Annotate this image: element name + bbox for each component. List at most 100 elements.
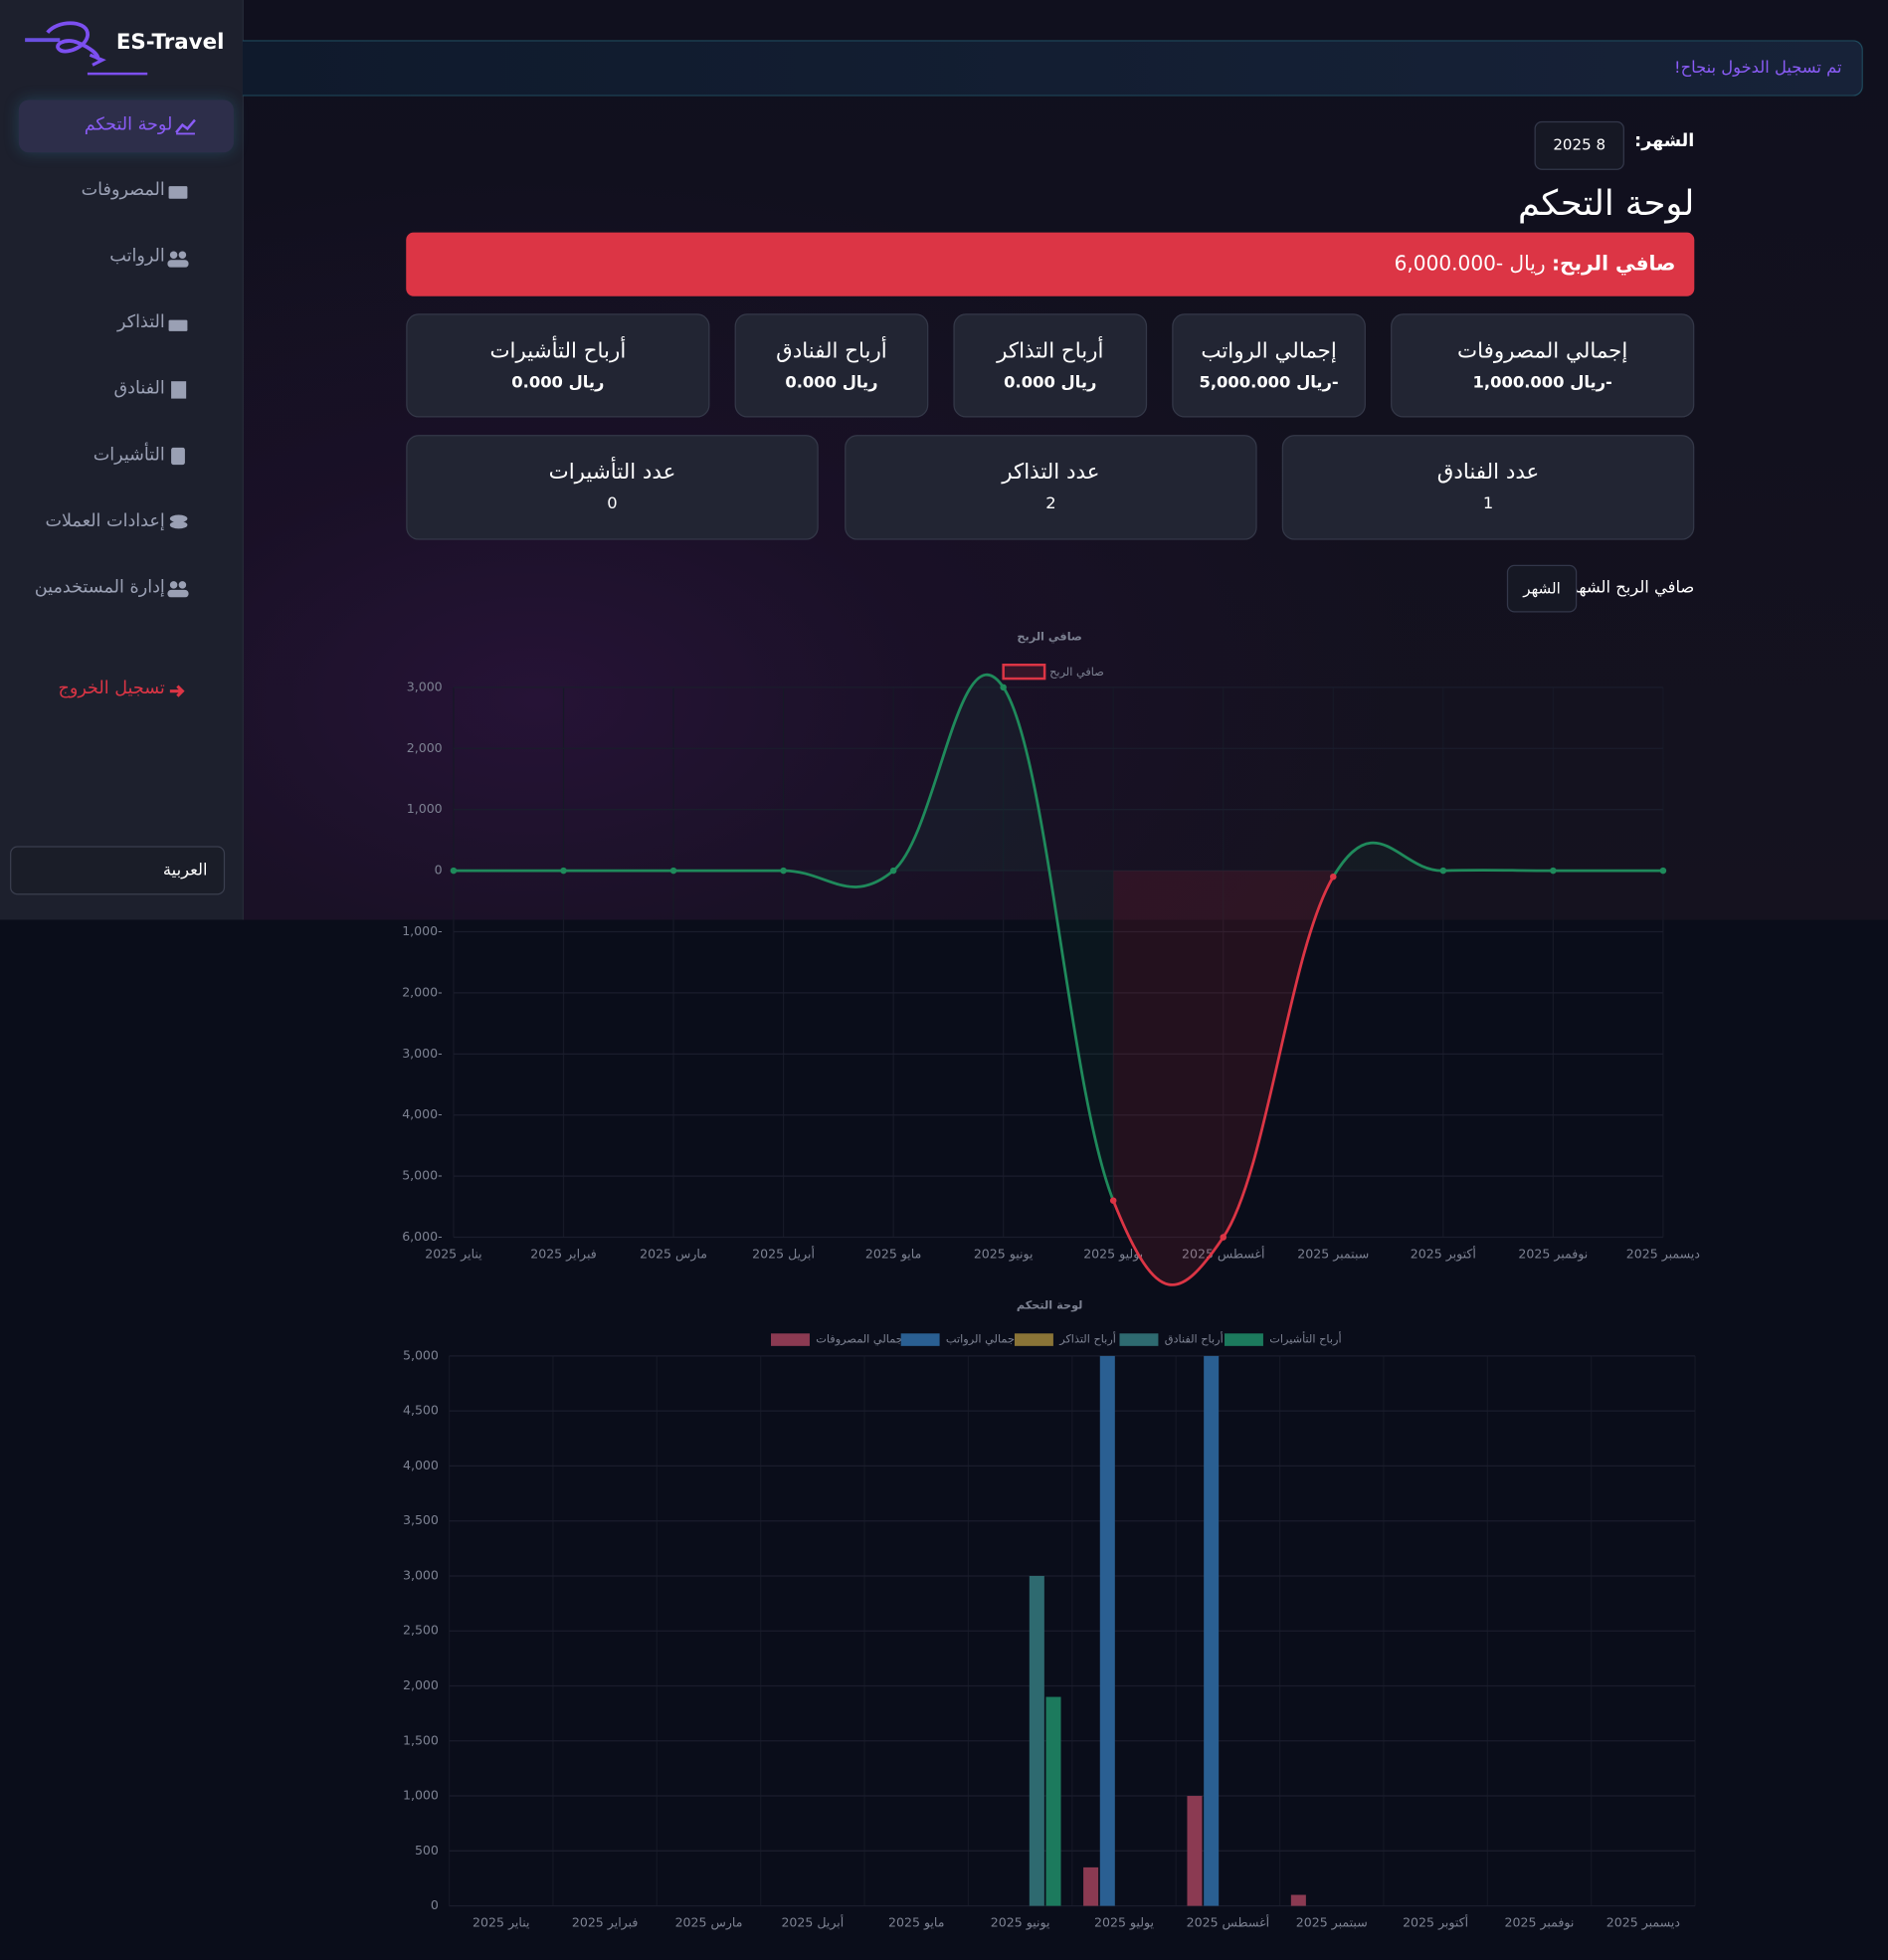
x-tick-label: أكتوبر 2025 <box>1403 1914 1468 1931</box>
language: العربية <box>162 861 208 881</box>
x-tick-label: ديسمبر 2025 <box>1626 1247 1700 1263</box>
legend-swatch <box>1014 1333 1053 1346</box>
chart-filter-label: صافي الربح الشهر: <box>1564 578 1695 598</box>
x-tick-label: أبريل 2025 <box>781 1914 844 1931</box>
card-value: -ريال 1,000.000 <box>1472 373 1612 393</box>
area <box>893 675 1004 872</box>
area <box>1003 686 1114 1201</box>
y-tick-label: 4,000- <box>402 1106 442 1121</box>
nav-item[interactable]: إعدادات العملات <box>45 510 165 531</box>
chart-filter-select[interactable]: الشهر <box>1506 564 1578 613</box>
y-tick-label: 5,000- <box>402 1168 442 1183</box>
count-card: عدد الفنادق 1 <box>1281 435 1695 540</box>
card-value: ريال 0.000 <box>785 373 878 393</box>
line <box>453 674 1663 1286</box>
nav-item[interactable]: إدارة المستخدمين <box>34 577 165 598</box>
summary-card: أرباح الفنادق ريال 0.000 <box>734 313 929 418</box>
y-tick-label: 1,500 <box>403 1732 439 1747</box>
point <box>889 867 897 875</box>
brand: ES-Travel <box>115 30 225 56</box>
x-tick-label: أكتوبر 2025 <box>1411 1246 1476 1263</box>
nav-item[interactable]: المصروفات <box>81 179 165 200</box>
card-value: 0 <box>607 494 618 514</box>
nav-icon <box>168 319 188 331</box>
heading: لوحة التحكم <box>1517 182 1695 224</box>
bar <box>1045 1696 1061 1906</box>
bar <box>1029 1575 1044 1906</box>
card-value: ريال 0.000 <box>511 373 605 393</box>
point <box>1439 867 1447 875</box>
x-tick-label: يونيو 2025 <box>974 1247 1034 1263</box>
y-tick-label: 3,000- <box>402 1046 442 1061</box>
point <box>780 867 787 875</box>
x-tick-label: مايو 2025 <box>865 1247 921 1263</box>
point <box>1000 684 1007 691</box>
y-tick-label: 3,000 <box>407 679 443 693</box>
nav-icon <box>167 581 189 598</box>
card-title: عدد التذاكر <box>1002 460 1100 486</box>
bar <box>1187 1796 1203 1906</box>
count-card: عدد التذاكر 2 <box>845 435 1257 540</box>
x-tick-label: يناير 2025 <box>472 1915 530 1931</box>
x-tick-label: أغسطس 2025 <box>1182 1246 1264 1263</box>
nav-item[interactable]: التأشيرات <box>93 445 165 466</box>
x-tick-label: يوليو 2025 <box>1083 1247 1143 1263</box>
x-tick-label: نوفمبر 2025 <box>1505 1915 1575 1931</box>
x-tick-label: أبريل 2025 <box>752 1246 815 1263</box>
alert: تم تسجيل الدخول بنجاح! <box>242 40 1863 97</box>
point <box>450 867 458 875</box>
nav-item[interactable]: التذاكر <box>117 312 165 333</box>
card-title: أرباح الفنادق <box>776 338 887 364</box>
summary-card: إجمالي المصروفات -ريال 1,000.000 <box>1391 313 1695 418</box>
card-value: 1 <box>1482 494 1494 514</box>
month-value: 8 2025 <box>1553 135 1606 154</box>
x-tick-label: مارس 2025 <box>640 1247 707 1263</box>
logout[interactable]: تسجيل الخروج <box>58 679 165 699</box>
legend-label: أرباح الفنادق <box>1165 1331 1224 1347</box>
nav-item[interactable]: الرواتب <box>109 246 165 267</box>
nav-icon <box>168 186 188 199</box>
chart-title: لوحة التحكم <box>1017 1299 1083 1312</box>
brand-underline <box>87 72 148 76</box>
month-input[interactable]: 8 2025 <box>1534 120 1624 170</box>
x-tick-label: يناير 2025 <box>425 1247 482 1263</box>
count-card: عدد التأشيرات 0 <box>406 435 819 540</box>
nav-icon <box>171 447 185 466</box>
y-tick-label: 5,000 <box>403 1347 439 1362</box>
x-tick-label: مايو 2025 <box>888 1915 944 1931</box>
bar <box>1290 1894 1306 1906</box>
y-tick-label: 2,000 <box>407 740 443 755</box>
point <box>1220 1234 1227 1241</box>
y-tick-label: 3,500 <box>403 1512 439 1527</box>
chart-filter-value: الشهر <box>1523 579 1561 598</box>
net-profit-label: صافي الربح: <box>1551 251 1676 276</box>
summary-card: أرباح التذاكر ريال 0.000 <box>953 313 1148 418</box>
bar <box>1083 1866 1099 1906</box>
nav-item[interactable]: الفنادق <box>113 378 165 399</box>
legend-swatch <box>1119 1333 1159 1346</box>
point <box>1659 867 1667 875</box>
y-tick-label: 0 <box>431 1897 439 1912</box>
card-title: إجمالي الرواتب <box>1201 338 1337 364</box>
summary-card: إجمالي الرواتب -ريال 5,000.000 <box>1172 313 1366 418</box>
x-tick-label: مارس 2025 <box>675 1915 743 1931</box>
card-title: عدد التأشيرات <box>548 460 676 486</box>
language-select[interactable]: العربية <box>10 846 226 895</box>
area <box>1223 871 1334 1238</box>
legend-label: صافي الربح <box>1049 666 1104 680</box>
net-profit-value: ريال -6,000.000 <box>1394 251 1546 276</box>
y-tick-label: 500 <box>415 1843 439 1858</box>
y-tick-label: 4,000 <box>403 1458 439 1472</box>
y-tick-label: 2,000- <box>402 984 442 999</box>
nav-item[interactable]: لوحة التحكم <box>84 114 173 135</box>
net-profit-banner: صافي الربح: ريال -6,000.000 <box>406 232 1695 296</box>
card-title: عدد الفنادق <box>1436 460 1540 486</box>
logout-icon <box>169 685 185 697</box>
x-tick-label: ديسمبر 2025 <box>1606 1915 1680 1931</box>
chart-title: صافي الربح <box>1017 631 1081 644</box>
legend-swatch <box>771 1333 810 1346</box>
x-tick-label: سبتمبر 2025 <box>1296 1915 1368 1931</box>
